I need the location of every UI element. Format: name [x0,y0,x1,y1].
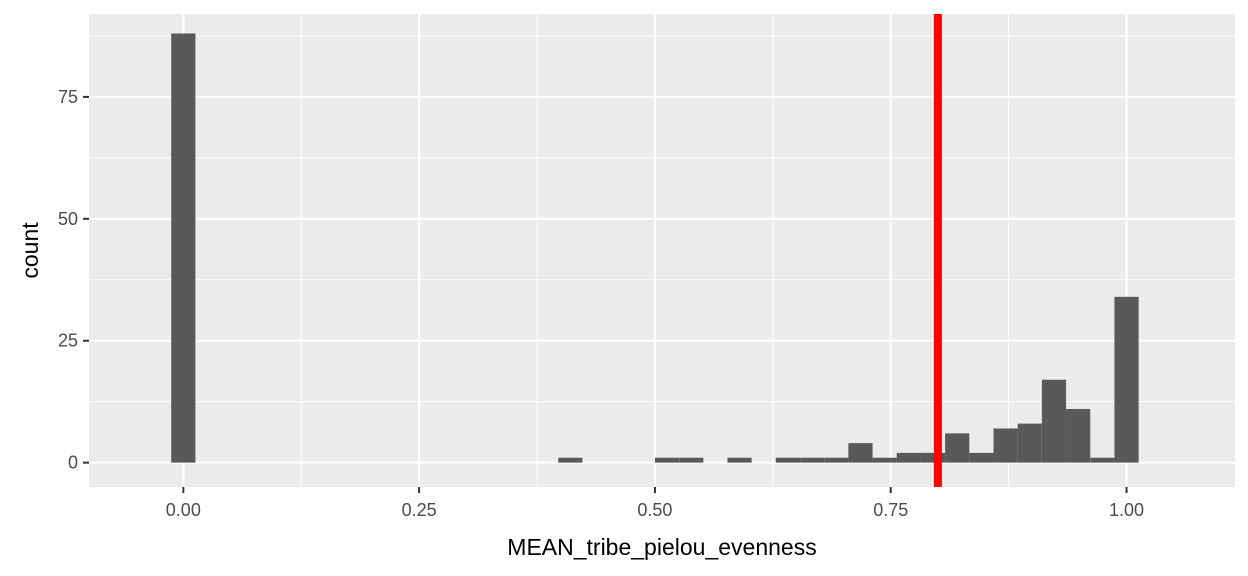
x-axis-ticks: 0.00 0.25 0.50 0.75 1.00 [166,487,1144,520]
y-tick-label: 0 [68,453,78,473]
histogram-bar [872,457,897,463]
histogram-bar [1114,296,1139,463]
histogram-bar [1066,408,1091,463]
x-axis-title: MEAN_tribe_pielou_evenness [507,534,816,560]
histogram-bar [945,433,970,463]
x-tick-label: 1.00 [1109,500,1144,520]
histogram-bar [679,457,704,463]
x-tick-label: 0.00 [166,500,201,520]
x-tick-label: 0.75 [873,500,908,520]
histogram-bar [1041,379,1067,463]
y-tick-label: 75 [58,87,78,107]
y-axis-ticks: 0 25 50 75 [58,87,89,473]
y-axis-title: count [17,222,43,279]
minor-gridlines [89,14,1235,487]
histogram-bar [775,457,801,463]
histogram-bar [824,457,849,463]
histogram-bar [920,452,946,463]
histogram-bar [1017,423,1042,463]
histogram-bar [654,457,680,463]
histogram-bar [848,443,873,463]
x-tick-label: 0.25 [402,500,437,520]
y-tick-label: 25 [58,331,78,351]
histogram-bar [896,452,921,463]
histogram-bar [993,428,1018,463]
histogram-bar [171,33,196,463]
histogram-bar [727,457,752,463]
histogram-bar [800,457,825,463]
y-tick-label: 50 [58,209,78,229]
histogram-bar [969,452,994,463]
histogram-bars [171,33,1139,463]
x-tick-label: 0.50 [637,500,672,520]
histogram-bar [1090,457,1115,463]
histogram-bar [558,457,583,463]
